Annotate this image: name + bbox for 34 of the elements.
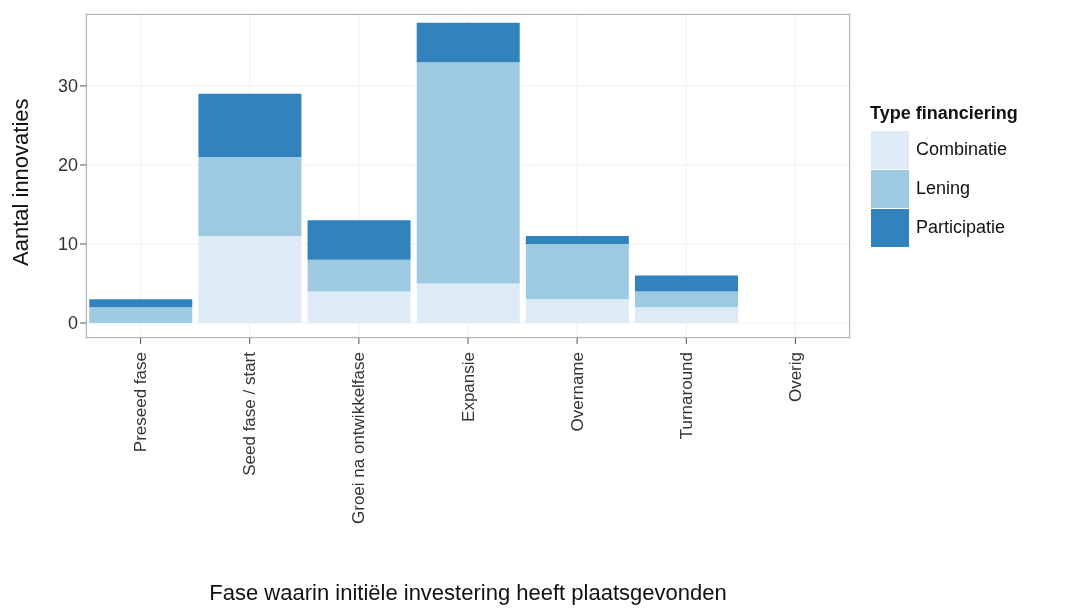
x-tick-label: Expansie [458, 352, 478, 422]
bar [416, 22, 520, 63]
legend-label: Combinatie [916, 139, 1008, 160]
bar [634, 291, 738, 308]
bar [198, 157, 302, 237]
y-tick-label: 30 [57, 76, 78, 97]
y-tick-label: 0 [67, 313, 78, 334]
bar [307, 259, 411, 292]
legend-label: Participatie [916, 217, 1006, 238]
bar [525, 299, 629, 323]
x-tick-label: Seed fase / start [240, 351, 260, 476]
bar [89, 299, 193, 308]
x-tick-label: Overig [785, 352, 805, 403]
x-tick-label: Overname [567, 352, 587, 432]
bar [198, 93, 302, 158]
legend-title: Type financiering [870, 103, 1018, 124]
y-tick-label: 10 [57, 234, 78, 255]
bar [525, 243, 629, 300]
x-tick-label: Turnaround [676, 352, 696, 440]
bar [525, 236, 629, 244]
bar [307, 291, 411, 323]
bar [307, 220, 411, 260]
x-tick-label: Groei na ontwikkelfase [349, 352, 369, 524]
y-tick-label: 20 [57, 155, 78, 176]
legend-label: Lening [916, 178, 971, 199]
x-tick-label: Preseed fase [131, 352, 151, 453]
x-axis-title: Fase waarin initiële investering heeft plaatsgevonden [209, 580, 727, 605]
y-axis-title: Aantal innovaties [7, 98, 33, 266]
bar [89, 307, 193, 323]
bar [634, 275, 738, 292]
bar [416, 283, 520, 323]
bar [198, 236, 302, 323]
bar [634, 307, 738, 323]
bar [416, 62, 520, 284]
